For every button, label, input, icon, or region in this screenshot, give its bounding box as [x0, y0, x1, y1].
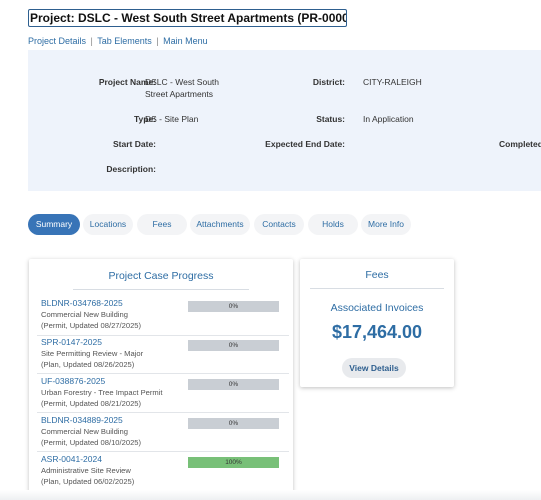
- progress-card-title: Project Case Progress: [108, 270, 214, 282]
- project-name-label: Project Name:: [98, 77, 156, 87]
- case-row: SPR-0147-2025 Site Permitting Review - M…: [29, 337, 293, 375]
- divider: [37, 335, 289, 336]
- case-meta: (Permit, Updated 08/10/2025): [41, 438, 142, 447]
- invoice-total-amount: $17,464.00: [331, 322, 423, 342]
- start-date-label: Start Date:: [113, 139, 156, 149]
- tab-locations[interactable]: Locations: [83, 214, 133, 235]
- progress-percent: 100%: [225, 459, 242, 466]
- district-label: District:: [312, 77, 345, 87]
- progress-bar: 0%: [188, 418, 279, 429]
- case-description: Commercial New Building: [41, 427, 128, 436]
- case-meta: (Plan, Updated 08/26/2025): [41, 360, 135, 369]
- expected-end-date-label: Expected End Date:: [265, 139, 345, 149]
- progress-bar-fill: [188, 457, 279, 468]
- tab-contacts[interactable]: Contacts: [254, 214, 304, 235]
- associated-invoices-label: Associated Invoices: [330, 302, 424, 314]
- project-info-panel: Project Name: DSLC - West South Street A…: [28, 50, 541, 191]
- case-id-link[interactable]: SPR-0147-2025: [41, 337, 102, 347]
- divider: [37, 373, 289, 374]
- divider: [310, 288, 444, 289]
- project-details-link[interactable]: Project Details: [28, 36, 87, 46]
- link-separator: |: [90, 36, 93, 46]
- divider: [37, 412, 289, 413]
- link-separator: |: [156, 36, 159, 46]
- case-row: ASR-0041-2024 Administrative Site Review…: [29, 454, 293, 492]
- project-name-value-line1: DSLC - West South: [145, 77, 220, 87]
- tab-more-info[interactable]: More Info: [361, 214, 411, 235]
- case-description: Administrative Site Review: [41, 466, 131, 475]
- project-title: Project: DSLC - West South Street Apartm…: [28, 9, 347, 27]
- case-id-link[interactable]: ASR-0041-2024: [41, 454, 102, 464]
- progress-percent: 0%: [228, 342, 239, 349]
- nav-links: Project Details | Tab Elements | Main Me…: [28, 36, 208, 46]
- case-description: Urban Forestry - Tree Impact Permit: [41, 388, 163, 397]
- fees-card-title: Fees: [365, 269, 389, 281]
- progress-bar: 0%: [188, 340, 279, 351]
- divider: [37, 451, 289, 452]
- case-meta: (Plan, Updated 06/02/2025): [41, 477, 135, 486]
- view-details-button[interactable]: View Details: [342, 358, 406, 378]
- description-label: Description:: [106, 164, 156, 174]
- status-label: Status:: [316, 114, 345, 124]
- district-value: CITY-RALEIGH: [363, 77, 422, 87]
- progress-percent: 0%: [228, 303, 239, 310]
- status-value: In Application: [363, 114, 414, 124]
- case-meta: (Permit, Updated 08/27/2025): [41, 321, 142, 330]
- case-description: Site Permitting Review - Major: [41, 349, 144, 358]
- progress-percent: 0%: [228, 381, 239, 388]
- main-menu-link[interactable]: Main Menu: [163, 36, 208, 46]
- tab-summary[interactable]: Summary: [28, 214, 80, 235]
- type-label: Type:: [133, 114, 156, 124]
- fees-card: Fees Associated Invoices $17,464.00 View…: [300, 259, 454, 387]
- project-name-value-line2: Street Apartments: [145, 89, 214, 99]
- progress-bar: 0%: [188, 379, 279, 390]
- case-id-link[interactable]: BLDNR-034889-2025: [41, 415, 123, 425]
- case-row: UF-038876-2025 Urban Forestry - Tree Imp…: [29, 376, 293, 414]
- case-id-link[interactable]: BLDNR-034768-2025: [41, 298, 123, 308]
- completed-label: Completed: [499, 139, 541, 149]
- tab-elements-link[interactable]: Tab Elements: [97, 36, 152, 46]
- tab-fees[interactable]: Fees: [137, 214, 187, 235]
- case-row: BLDNR-034889-2025 Commercial New Buildin…: [29, 415, 293, 453]
- progress-bar: 100%: [188, 457, 279, 468]
- page-bottom-shade: [0, 490, 541, 500]
- case-id-link[interactable]: UF-038876-2025: [41, 376, 106, 386]
- project-case-progress-card: Project Case Progress BLDNR-034768-2025 …: [29, 259, 293, 500]
- case-row: BLDNR-034768-2025 Commercial New Buildin…: [29, 298, 293, 336]
- case-description: Commercial New Building: [41, 310, 128, 319]
- type-value: DS - Site Plan: [145, 114, 199, 124]
- progress-bar: 0%: [188, 301, 279, 312]
- tab-holds[interactable]: Holds: [308, 214, 358, 235]
- progress-percent: 0%: [228, 420, 239, 427]
- tab-attachments[interactable]: Attachments: [190, 214, 250, 235]
- case-meta: (Permit, Updated 08/21/2025): [41, 399, 142, 408]
- divider: [73, 289, 249, 290]
